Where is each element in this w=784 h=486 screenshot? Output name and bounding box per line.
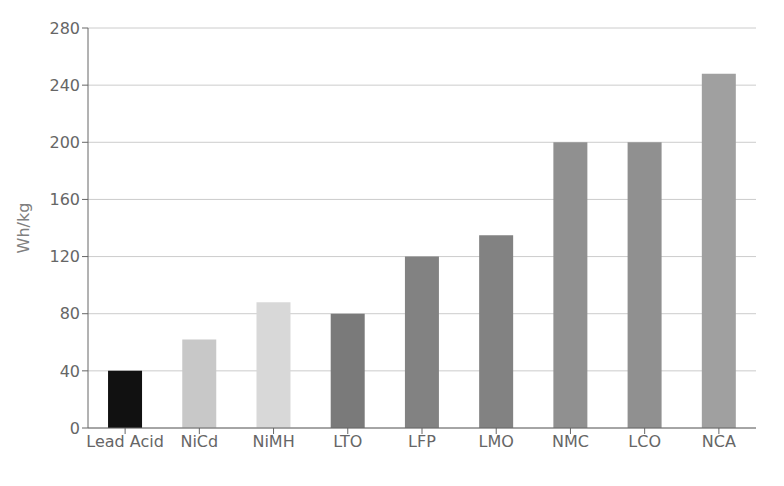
svg-text:NiCd: NiCd bbox=[180, 432, 218, 451]
svg-text:LMO: LMO bbox=[479, 432, 514, 451]
svg-text:LFP: LFP bbox=[408, 432, 436, 451]
svg-text:Wh/kg: Wh/kg bbox=[14, 203, 33, 254]
svg-text:NCA: NCA bbox=[702, 432, 736, 451]
svg-text:160: 160 bbox=[49, 190, 80, 209]
svg-text:LCO: LCO bbox=[628, 432, 661, 451]
svg-text:40: 40 bbox=[60, 362, 80, 381]
svg-text:240: 240 bbox=[49, 76, 80, 95]
svg-text:200: 200 bbox=[49, 133, 80, 152]
svg-text:0: 0 bbox=[70, 419, 80, 438]
svg-text:Lead Acid: Lead Acid bbox=[86, 432, 164, 451]
svg-text:120: 120 bbox=[49, 247, 80, 266]
svg-text:NMC: NMC bbox=[552, 432, 589, 451]
svg-text:LTO: LTO bbox=[333, 432, 362, 451]
svg-text:280: 280 bbox=[49, 19, 80, 38]
svg-text:80: 80 bbox=[60, 304, 80, 323]
svg-text:NiMH: NiMH bbox=[252, 432, 294, 451]
